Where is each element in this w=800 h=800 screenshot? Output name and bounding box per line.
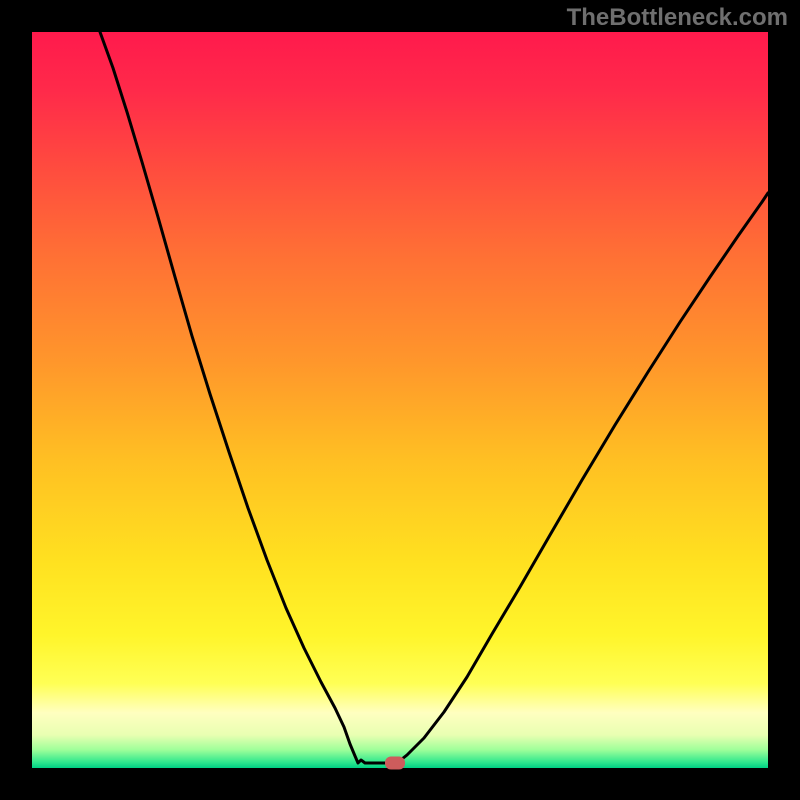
optimum-marker: [385, 757, 405, 770]
chart-canvas: TheBottleneck.com: [0, 0, 800, 800]
watermark-text: TheBottleneck.com: [567, 4, 788, 32]
bottleneck-curve: [32, 32, 768, 768]
plot-area: [32, 32, 768, 768]
